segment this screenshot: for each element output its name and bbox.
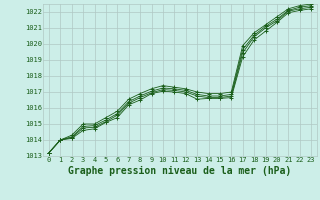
X-axis label: Graphe pression niveau de la mer (hPa): Graphe pression niveau de la mer (hPa) [68, 166, 292, 176]
